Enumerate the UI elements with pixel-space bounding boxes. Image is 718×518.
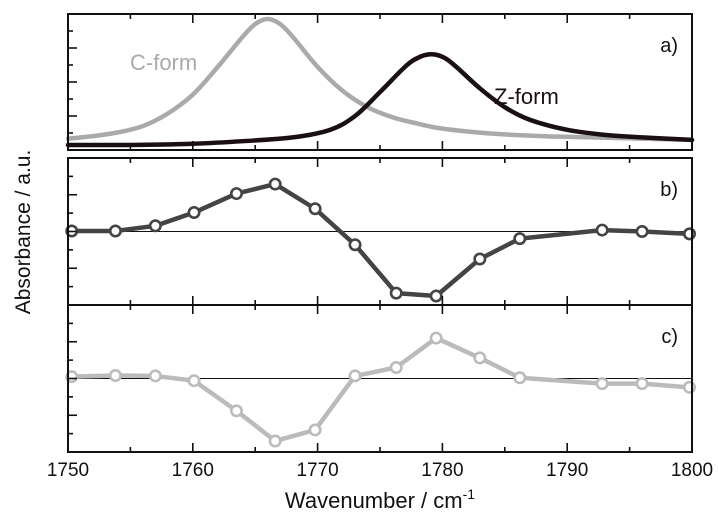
label-c-form: C-form <box>130 50 197 75</box>
series-line-c-form <box>65 16 695 143</box>
panel-c-point-7 <box>348 369 362 383</box>
x-axis-label-superscript: -1 <box>463 486 476 502</box>
panel-b-point-10 <box>473 252 487 266</box>
panel-b-point-5 <box>268 177 282 191</box>
panel-c-point-14 <box>683 380 697 394</box>
panel-b-point-2 <box>148 219 162 233</box>
panel-b-point-14 <box>683 227 697 241</box>
x-tick-label-1780: 1780 <box>421 460 463 481</box>
panel-a <box>65 16 695 148</box>
panel-b-point-3 <box>187 206 201 220</box>
y-axis-label: Absorbance / a.u. <box>12 150 35 315</box>
panel-b-point-4 <box>229 187 243 201</box>
panel-c-point-6 <box>308 423 322 437</box>
x-tick-label-1790: 1790 <box>546 460 588 481</box>
panel-c <box>65 331 697 448</box>
x-tick-label-1770: 1770 <box>296 460 338 481</box>
series-line-z-form <box>65 52 695 148</box>
panel-c-label: c) <box>661 326 678 348</box>
x-tick-label-1750: 1750 <box>47 460 89 481</box>
x-tick-label-1760: 1760 <box>172 460 214 481</box>
x-axis-label-main: Wavenumber / cm <box>285 488 463 513</box>
panel-b-point-1 <box>108 224 122 238</box>
panel-b-point-7 <box>348 238 362 252</box>
panel-c-point-9 <box>429 331 443 345</box>
panel-c-point-4 <box>229 404 243 418</box>
panel-c-point-2 <box>148 369 162 383</box>
panel-b-point-12 <box>595 223 609 237</box>
label-z-form: Z-form <box>494 84 559 109</box>
panel-c-point-11 <box>513 371 527 385</box>
panel-c-point-1 <box>108 369 122 383</box>
panel-c-point-5 <box>268 434 282 448</box>
panel-a-frame <box>67 13 693 151</box>
panel-c-point-3 <box>187 374 201 388</box>
panel-a-label: a) <box>660 35 678 57</box>
panel-c-point-12 <box>595 377 609 391</box>
panel-c-point-10 <box>473 351 487 365</box>
panel-c-series-line <box>71 335 690 444</box>
panel-b-label: b) <box>660 179 678 201</box>
x-axis-label: Wavenumber / cm-1 <box>285 486 475 513</box>
labels-layer: a) b) c) 1750 1760 1770 1780 1790 1800 C-form Z-fo… <box>12 35 713 513</box>
panel-c-point-8 <box>389 360 403 374</box>
panel-c-point-13 <box>635 377 649 391</box>
panels-layer <box>65 16 697 448</box>
x-tick-label-1800: 1800 <box>671 460 713 481</box>
axes-layer <box>67 13 693 453</box>
panel-b-point-8 <box>389 286 403 300</box>
panel-b-point-11 <box>513 232 527 246</box>
panel-b <box>65 177 697 303</box>
panel-b-point-9 <box>429 289 443 303</box>
panel-b-point-6 <box>308 202 322 216</box>
panel-b-point-13 <box>635 225 649 239</box>
panel-b-series-line <box>71 181 690 299</box>
